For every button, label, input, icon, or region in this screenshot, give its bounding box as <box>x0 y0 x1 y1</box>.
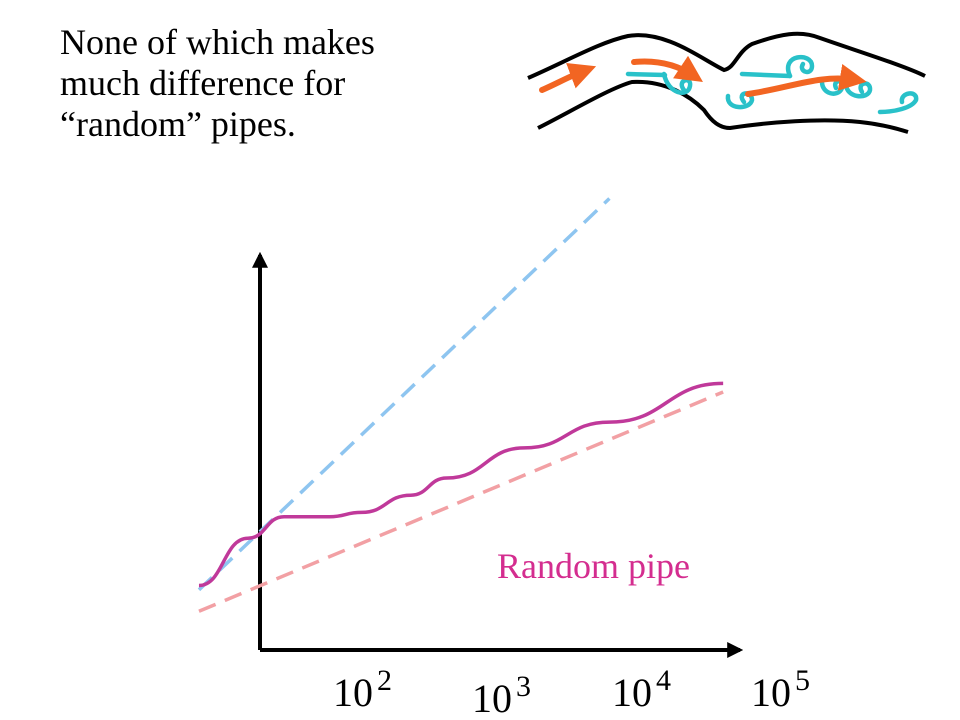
svg-text:2: 2 <box>377 664 392 697</box>
eddy-swirl <box>877 91 919 115</box>
svg-text:10: 10 <box>612 670 652 715</box>
x-tick-label: 10 2 <box>333 664 392 715</box>
caption-line-3: “random” pipes. <box>60 104 296 144</box>
series-label-random-pipe: Random pipe <box>497 546 690 586</box>
pipe-upper-wall <box>527 31 926 80</box>
eddy-streak <box>625 71 668 78</box>
caption-line-2: much difference for <box>60 63 346 103</box>
svg-text:3: 3 <box>516 670 531 703</box>
flow-arrows <box>539 55 867 97</box>
flow-arrow <box>539 63 597 93</box>
x-tick-labels: 10 2 10 3 10 4 10 5 <box>333 664 810 720</box>
eddy-streak <box>739 71 793 79</box>
svg-text:10: 10 <box>333 670 373 715</box>
x-tick-label: 10 4 <box>612 664 671 715</box>
x-tick-label: 10 5 <box>751 664 810 715</box>
pipe-lower-wall <box>537 79 909 134</box>
svg-text:10: 10 <box>751 670 791 715</box>
plot-series <box>197 197 724 613</box>
eddy-swirl <box>661 71 693 95</box>
slide-caption: None of which makes much difference for … <box>60 22 460 145</box>
dashed-reference-line-2 <box>198 390 724 613</box>
pipe-flow-illustration <box>527 31 926 134</box>
random-pipe-line <box>198 381 724 588</box>
eddy-swirl <box>725 91 755 110</box>
svg-text:5: 5 <box>795 664 810 697</box>
flow-arrow <box>631 55 703 82</box>
annotations: Random pipe <box>497 546 690 586</box>
svg-text:10: 10 <box>472 676 512 720</box>
x-tick-label: 10 3 <box>472 670 531 720</box>
caption-line-1: None of which makes <box>60 22 375 62</box>
svg-text:4: 4 <box>656 664 671 697</box>
flow-arrow <box>745 64 867 97</box>
eddy-swirl <box>785 54 815 79</box>
